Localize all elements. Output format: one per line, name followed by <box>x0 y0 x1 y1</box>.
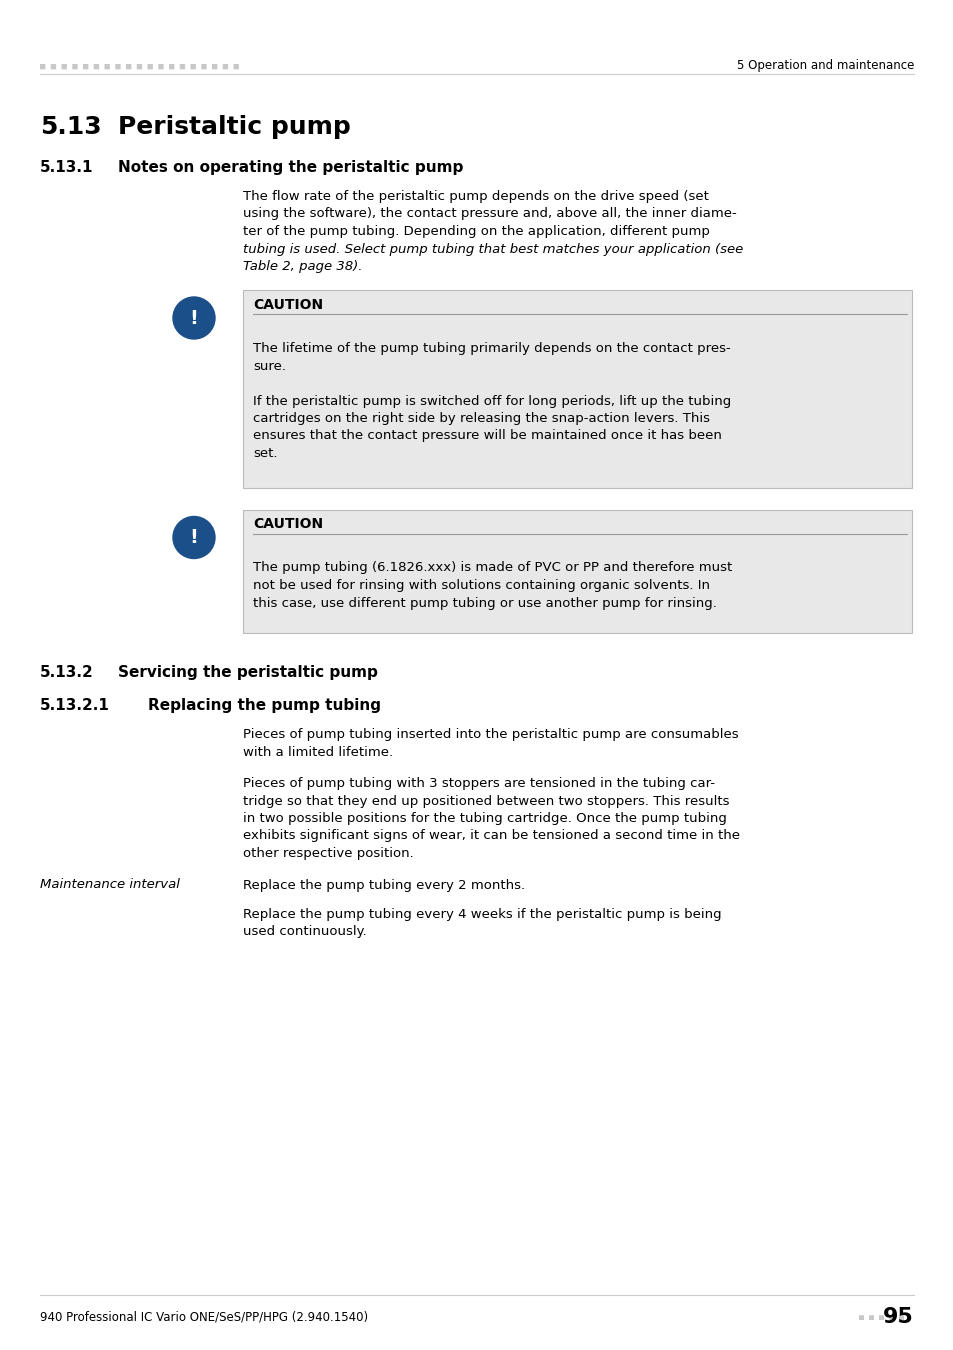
Text: with a limited lifetime.: with a limited lifetime. <box>243 745 393 759</box>
Text: CAUTION: CAUTION <box>253 298 323 312</box>
Text: ter of the pump tubing. Depending on the application, different pump: ter of the pump tubing. Depending on the… <box>243 225 709 238</box>
Bar <box>243 509 911 633</box>
Text: 5 Operation and maintenance: 5 Operation and maintenance <box>736 59 913 73</box>
Text: 940 Professional IC Vario ONE/SeS/PP/HPG (2.940.1540): 940 Professional IC Vario ONE/SeS/PP/HPG… <box>40 1310 368 1323</box>
Text: The flow rate of the peristaltic pump depends on the drive speed (set: The flow rate of the peristaltic pump de… <box>243 190 708 202</box>
Text: Peristaltic pump: Peristaltic pump <box>118 115 351 139</box>
Text: The lifetime of the pump tubing primarily depends on the contact pres-: The lifetime of the pump tubing primaril… <box>253 342 730 355</box>
Text: in two possible positions for the tubing cartridge. Once the pump tubing: in two possible positions for the tubing… <box>243 811 726 825</box>
Text: sure.: sure. <box>253 359 286 373</box>
Text: Pieces of pump tubing inserted into the peristaltic pump are consumables: Pieces of pump tubing inserted into the … <box>243 728 738 741</box>
Text: Maintenance interval: Maintenance interval <box>40 879 180 891</box>
Text: Table 2, page 38).: Table 2, page 38). <box>243 261 362 273</box>
Text: Replacing the pump tubing: Replacing the pump tubing <box>148 698 380 713</box>
Text: tridge so that they end up positioned between two stoppers. This results: tridge so that they end up positioned be… <box>243 795 729 807</box>
Text: ■ ■ ■ ■ ■: ■ ■ ■ ■ ■ <box>858 1314 908 1322</box>
Text: set.: set. <box>253 447 277 460</box>
Text: exhibits significant signs of wear, it can be tensioned a second time in the: exhibits significant signs of wear, it c… <box>243 829 740 842</box>
Text: !: ! <box>190 309 198 328</box>
Text: 5.13.2: 5.13.2 <box>40 666 93 680</box>
Text: tubing is used. Select pump tubing that best matches your application (see: tubing is used. Select pump tubing that … <box>243 243 742 255</box>
Text: 5.13.1: 5.13.1 <box>40 161 93 176</box>
Text: 5.13.2.1: 5.13.2.1 <box>40 698 110 713</box>
Text: not be used for rinsing with solutions containing organic solvents. In: not be used for rinsing with solutions c… <box>253 579 709 593</box>
Text: Servicing the peristaltic pump: Servicing the peristaltic pump <box>118 666 377 680</box>
Text: Notes on operating the peristaltic pump: Notes on operating the peristaltic pump <box>118 161 463 176</box>
Bar <box>243 290 911 487</box>
Text: Pieces of pump tubing with 3 stoppers are tensioned in the tubing car-: Pieces of pump tubing with 3 stoppers ar… <box>243 778 714 790</box>
Text: 95: 95 <box>882 1307 913 1327</box>
Text: ensures that the contact pressure will be maintained once it has been: ensures that the contact pressure will b… <box>253 429 721 443</box>
Text: cartridges on the right side by releasing the snap-action levers. This: cartridges on the right side by releasin… <box>253 412 709 425</box>
Text: other respective position.: other respective position. <box>243 846 414 860</box>
Text: CAUTION: CAUTION <box>253 517 323 532</box>
Text: !: ! <box>190 528 198 547</box>
Text: Replace the pump tubing every 2 months.: Replace the pump tubing every 2 months. <box>243 879 524 891</box>
Text: The pump tubing (6.1826.xxx) is made of PVC or PP and therefore must: The pump tubing (6.1826.xxx) is made of … <box>253 562 732 575</box>
Text: using the software), the contact pressure and, above all, the inner diame-: using the software), the contact pressur… <box>243 208 736 220</box>
Text: Replace the pump tubing every 4 weeks if the peristaltic pump is being: Replace the pump tubing every 4 weeks if… <box>243 909 720 921</box>
Text: used continuously.: used continuously. <box>243 926 366 938</box>
Text: 5.13: 5.13 <box>40 115 102 139</box>
Circle shape <box>172 517 214 559</box>
Text: ■ ■ ■ ■ ■ ■ ■ ■ ■ ■ ■ ■ ■ ■ ■ ■ ■ ■ ■: ■ ■ ■ ■ ■ ■ ■ ■ ■ ■ ■ ■ ■ ■ ■ ■ ■ ■ ■ <box>40 62 244 70</box>
Text: If the peristaltic pump is switched off for long periods, lift up the tubing: If the peristaltic pump is switched off … <box>253 394 731 408</box>
Text: this case, use different pump tubing or use another pump for rinsing.: this case, use different pump tubing or … <box>253 597 716 609</box>
Circle shape <box>172 297 214 339</box>
